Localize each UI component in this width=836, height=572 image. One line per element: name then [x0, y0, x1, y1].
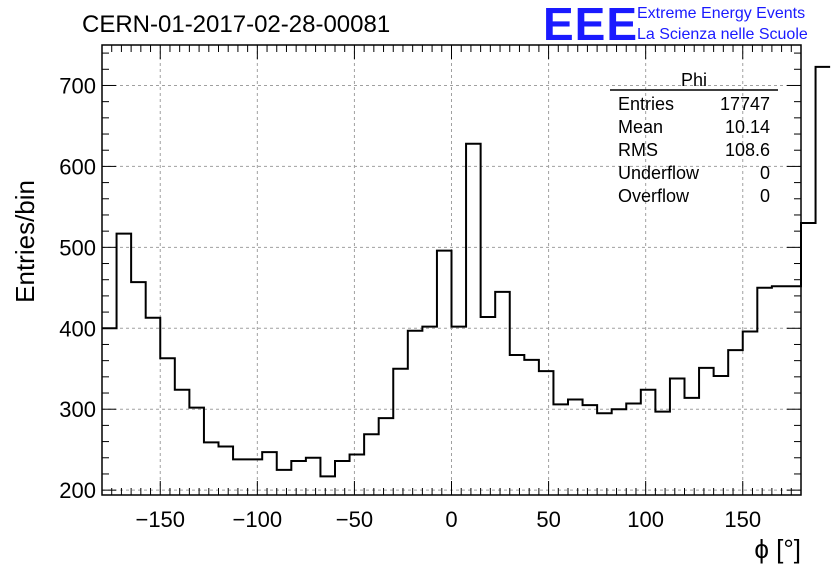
y-tick-label: 600	[59, 154, 96, 179]
stats-label: Overflow	[618, 186, 690, 206]
stats-title: Phi	[681, 70, 707, 90]
y-tick-label: 300	[59, 397, 96, 422]
histogram-outline	[102, 65, 831, 478]
chart-title: CERN-01-2017-02-28-00081	[82, 11, 390, 38]
x-tick-label: 100	[627, 507, 664, 532]
x-tick-label: 50	[536, 507, 560, 532]
x-axis-title: ϕ [°]	[754, 534, 801, 564]
histogram-series	[102, 65, 831, 478]
x-tick-label: −100	[233, 507, 283, 532]
stats-value: 0	[760, 186, 770, 206]
eee-logo-line2: La Scienza nelle Scuole	[637, 26, 808, 43]
stats-value: 108.6	[725, 140, 770, 160]
x-tick-labels: −150 −100 −50 0 50 100 150	[135, 507, 761, 532]
x-tick-label: −50	[336, 507, 373, 532]
stats-value: 17747	[720, 94, 770, 114]
x-tick-label: −150	[135, 507, 185, 532]
y-tick-labels: 200 300 400 500 600 700	[59, 73, 96, 503]
stats-label: Entries	[618, 94, 674, 114]
axis-ticks	[102, 45, 801, 495]
x-tick-label: 150	[724, 507, 761, 532]
stats-label: RMS	[618, 140, 658, 160]
y-tick-label: 400	[59, 316, 96, 341]
eee-logo-mark: EEE	[543, 0, 638, 50]
grid	[102, 45, 801, 495]
y-tick-label: 200	[59, 478, 96, 503]
stats-rows: Entries 17747 Mean 10.14 RMS 108.6 Underflow 0 O…	[618, 94, 770, 206]
eee-logo-line1: Extreme Energy Events	[637, 5, 805, 22]
stats-label: Underflow	[618, 163, 700, 183]
eee-logo: EEE Extreme Energy Events La Scienza nel…	[543, 0, 808, 50]
y-tick-label: 700	[59, 73, 96, 98]
y-tick-label: 500	[59, 235, 96, 260]
x-tick-label: 0	[445, 507, 457, 532]
stats-label: Mean	[618, 117, 663, 137]
stats-box: Phi Entries 17747 Mean 10.14 RMS 108.6 Underfl…	[610, 70, 778, 206]
stats-value: 0	[760, 163, 770, 183]
y-axis-title: Entries/bin	[10, 180, 40, 303]
stats-value: 10.14	[725, 117, 770, 137]
